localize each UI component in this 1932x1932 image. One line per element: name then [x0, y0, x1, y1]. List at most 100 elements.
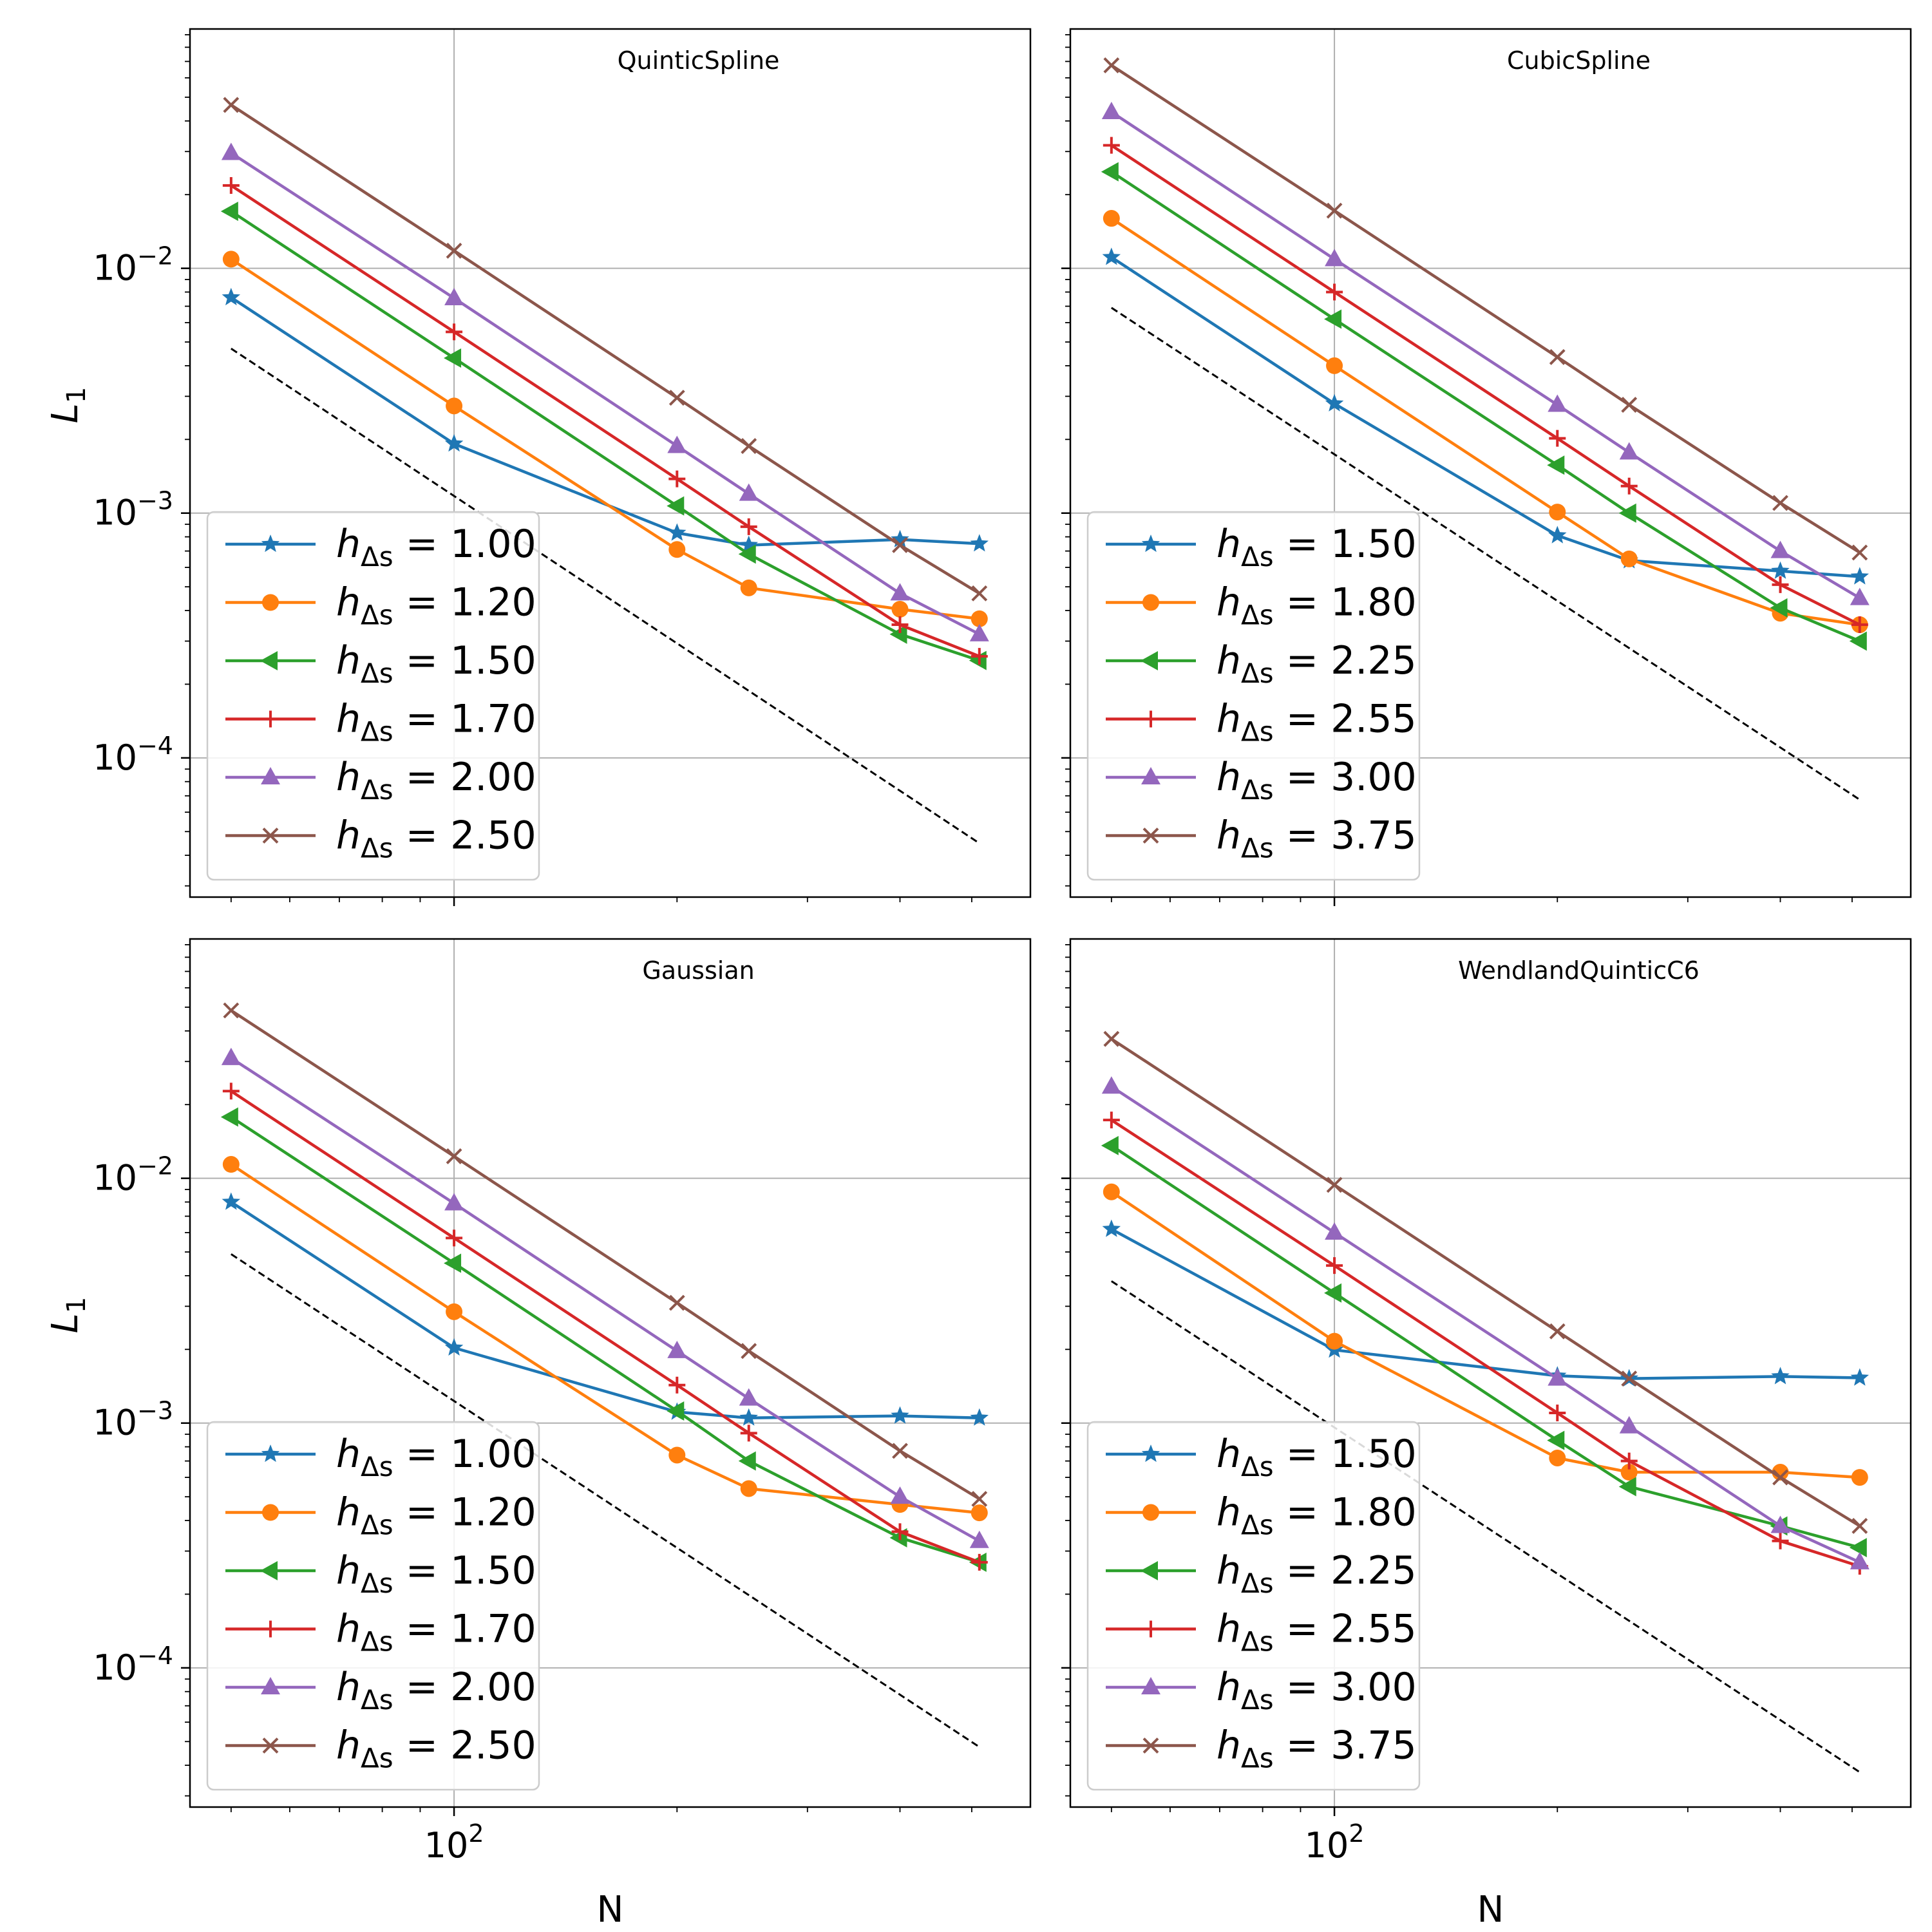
data-point	[1850, 1551, 1870, 1569]
data-point	[1770, 540, 1790, 558]
data-point	[1549, 1405, 1566, 1422]
legend-label: hΔs = 1.20	[336, 580, 536, 631]
data-point	[668, 1446, 686, 1464]
series-h-2.50	[223, 1002, 988, 1507]
panel-title: CubicSpline	[1507, 46, 1651, 75]
data-point	[222, 176, 240, 194]
legend-marker	[1142, 594, 1159, 611]
data-point	[1621, 1370, 1638, 1387]
series-line	[1110, 256, 1860, 578]
panel-title: WendlandQuinticC6	[1458, 956, 1700, 985]
data-point	[969, 1530, 989, 1548]
data-point	[739, 535, 758, 553]
legend-label: hΔs = 2.50	[336, 813, 536, 864]
data-point	[1849, 1538, 1867, 1558]
series-line	[230, 1057, 980, 1542]
data-point	[1850, 1368, 1869, 1386]
data-point	[1548, 1368, 1567, 1386]
data-point	[971, 585, 988, 601]
data-point	[1849, 631, 1867, 651]
legend-entry: hΔs = 2.00	[225, 755, 536, 806]
legend: hΔs = 1.50 hΔs = 1.80 hΔs = 2.25 hΔs = 2.55…	[1086, 1421, 1421, 1791]
legend-marker	[262, 1504, 279, 1521]
series-line	[1110, 217, 1861, 627]
legend-marker	[1141, 1444, 1160, 1463]
legend-marker	[262, 828, 279, 844]
data-point	[1771, 561, 1790, 579]
data-point	[1103, 1183, 1120, 1200]
data-point	[1549, 349, 1566, 365]
series-h-3.00	[1101, 101, 1870, 605]
data-point	[446, 242, 462, 259]
legend-entry: hΔs = 1.20	[225, 1490, 536, 1541]
data-point	[1326, 1257, 1343, 1274]
data-point	[1103, 57, 1120, 73]
data-point	[1850, 567, 1869, 585]
legend-marker	[262, 710, 279, 728]
data-point	[446, 1303, 463, 1320]
data-point	[446, 323, 463, 341]
data-point	[222, 1192, 241, 1210]
data-point	[668, 523, 687, 541]
series-h-1.20	[222, 251, 988, 627]
reference-slope-line	[231, 1253, 980, 1748]
series-h-1.00	[222, 287, 989, 553]
reference-slope-line	[1111, 307, 1861, 800]
legend-label: hΔs = 1.50	[336, 1548, 536, 1599]
legend-label: hΔs = 2.55	[1217, 1607, 1417, 1658]
data-point	[1325, 1222, 1345, 1240]
series-line	[230, 210, 980, 662]
data-point	[1772, 495, 1788, 511]
data-point	[1103, 210, 1120, 227]
legend-marker	[1142, 1738, 1159, 1754]
data-point	[221, 142, 241, 160]
legend-label: hΔs = 1.50	[336, 638, 536, 689]
data-point	[892, 537, 908, 553]
data-point	[1549, 1449, 1566, 1466]
series-line	[230, 1163, 980, 1515]
legend-marker	[1141, 767, 1160, 784]
data-point	[223, 1002, 240, 1019]
data-point	[668, 1294, 685, 1311]
legend-entry: hΔs = 1.00	[225, 1432, 536, 1482]
data-point	[739, 1408, 758, 1426]
data-point	[971, 1491, 988, 1507]
legend-label: hΔs = 2.55	[1217, 697, 1417, 748]
x-axis-label: N	[597, 1889, 624, 1931]
series-h-1.70	[222, 176, 988, 665]
legend-entry: hΔs = 1.80	[1106, 1490, 1417, 1541]
x-ticks: 102	[1110, 1807, 1853, 1866]
data-point	[221, 1047, 241, 1065]
y-ticks	[1061, 944, 1070, 1797]
data-point	[738, 1451, 756, 1471]
data-point	[891, 616, 909, 634]
data-point	[1770, 1515, 1790, 1533]
data-point	[1619, 442, 1639, 460]
legend-label: hΔs = 2.00	[336, 755, 536, 806]
legend-label: hΔs = 2.00	[336, 1665, 536, 1716]
legend-marker	[261, 535, 280, 553]
legend-marker	[1142, 710, 1159, 728]
legend-entry: hΔs = 3.00	[1106, 755, 1417, 806]
legend-entry: hΔs = 3.75	[1106, 813, 1417, 864]
data-point	[444, 434, 464, 452]
x-ticks	[1110, 897, 1853, 906]
legend-marker	[262, 1738, 279, 1754]
series-line	[1110, 1227, 1860, 1380]
legend-marker	[1141, 1677, 1160, 1694]
data-point	[1103, 1112, 1120, 1129]
series-h-2.25	[1101, 162, 1867, 651]
series-line	[1110, 170, 1861, 643]
axes-frame	[1069, 28, 1912, 898]
data-point	[1326, 357, 1343, 374]
data-point	[1325, 393, 1344, 412]
legend: hΔs = 1.00 hΔs = 1.20 hΔs = 1.50 hΔs = 1.70…	[206, 511, 540, 881]
series-line	[1110, 1037, 1861, 1528]
legend-entry: hΔs = 1.20	[225, 580, 536, 631]
data-point	[1101, 1076, 1121, 1094]
data-point	[1549, 1323, 1566, 1340]
legend-label: hΔs = 2.25	[1217, 1548, 1417, 1599]
legend: hΔs = 1.50 hΔs = 1.80 hΔs = 2.25 hΔs = 2.55…	[1086, 511, 1421, 881]
data-point	[1771, 1367, 1790, 1385]
